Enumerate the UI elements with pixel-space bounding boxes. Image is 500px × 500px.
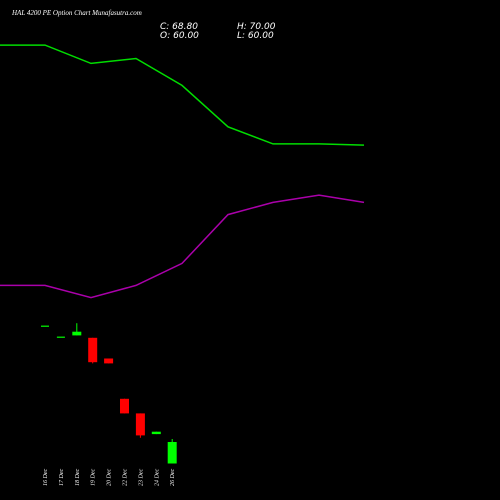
low-value: L: 60.00 xyxy=(237,31,274,41)
x-tick-label-2: 18 Dec xyxy=(75,469,81,486)
x-tick-label-3: 19 Dec xyxy=(91,469,97,486)
close-value: C: 68.80 xyxy=(160,22,198,32)
candle-body-5 xyxy=(120,398,129,414)
candle-body-8 xyxy=(167,442,177,464)
candle-body-7 xyxy=(151,431,161,435)
candle-body-0 xyxy=(41,325,49,327)
x-tick-label-5: 22 Dec xyxy=(123,469,129,486)
x-tick-label-1: 17 Dec xyxy=(59,469,65,486)
candle-body-1 xyxy=(56,336,65,338)
x-axis-ticks: 16 Dec 17 Dec 18 Dec 19 Dec 20 Dec 22 Dec 23 D… xyxy=(43,469,176,486)
open-value: O: 60.00 xyxy=(160,31,199,41)
x-tick-label-4: 20 Dec xyxy=(107,469,113,486)
candles-group xyxy=(41,323,177,464)
x-tick-label-0: 16 Dec xyxy=(43,469,49,486)
high-value: H: 70.00 xyxy=(237,22,276,32)
chart-title: HAL 4200 PE Option Chart Munafasutra.com xyxy=(11,9,142,17)
series-line-0 xyxy=(0,44,365,146)
x-tick-label-6: 23 Dec xyxy=(138,469,144,486)
candle-body-6 xyxy=(135,413,145,436)
candle-body-2 xyxy=(72,331,82,336)
x-tick-label-7: 24 Dec xyxy=(153,469,160,486)
series-line-1 xyxy=(0,194,365,299)
candle-body-3 xyxy=(88,337,98,363)
candle-body-4 xyxy=(104,358,114,364)
x-tick-label-8: 26 Dec xyxy=(170,469,176,486)
moving-average-lines xyxy=(0,44,365,299)
